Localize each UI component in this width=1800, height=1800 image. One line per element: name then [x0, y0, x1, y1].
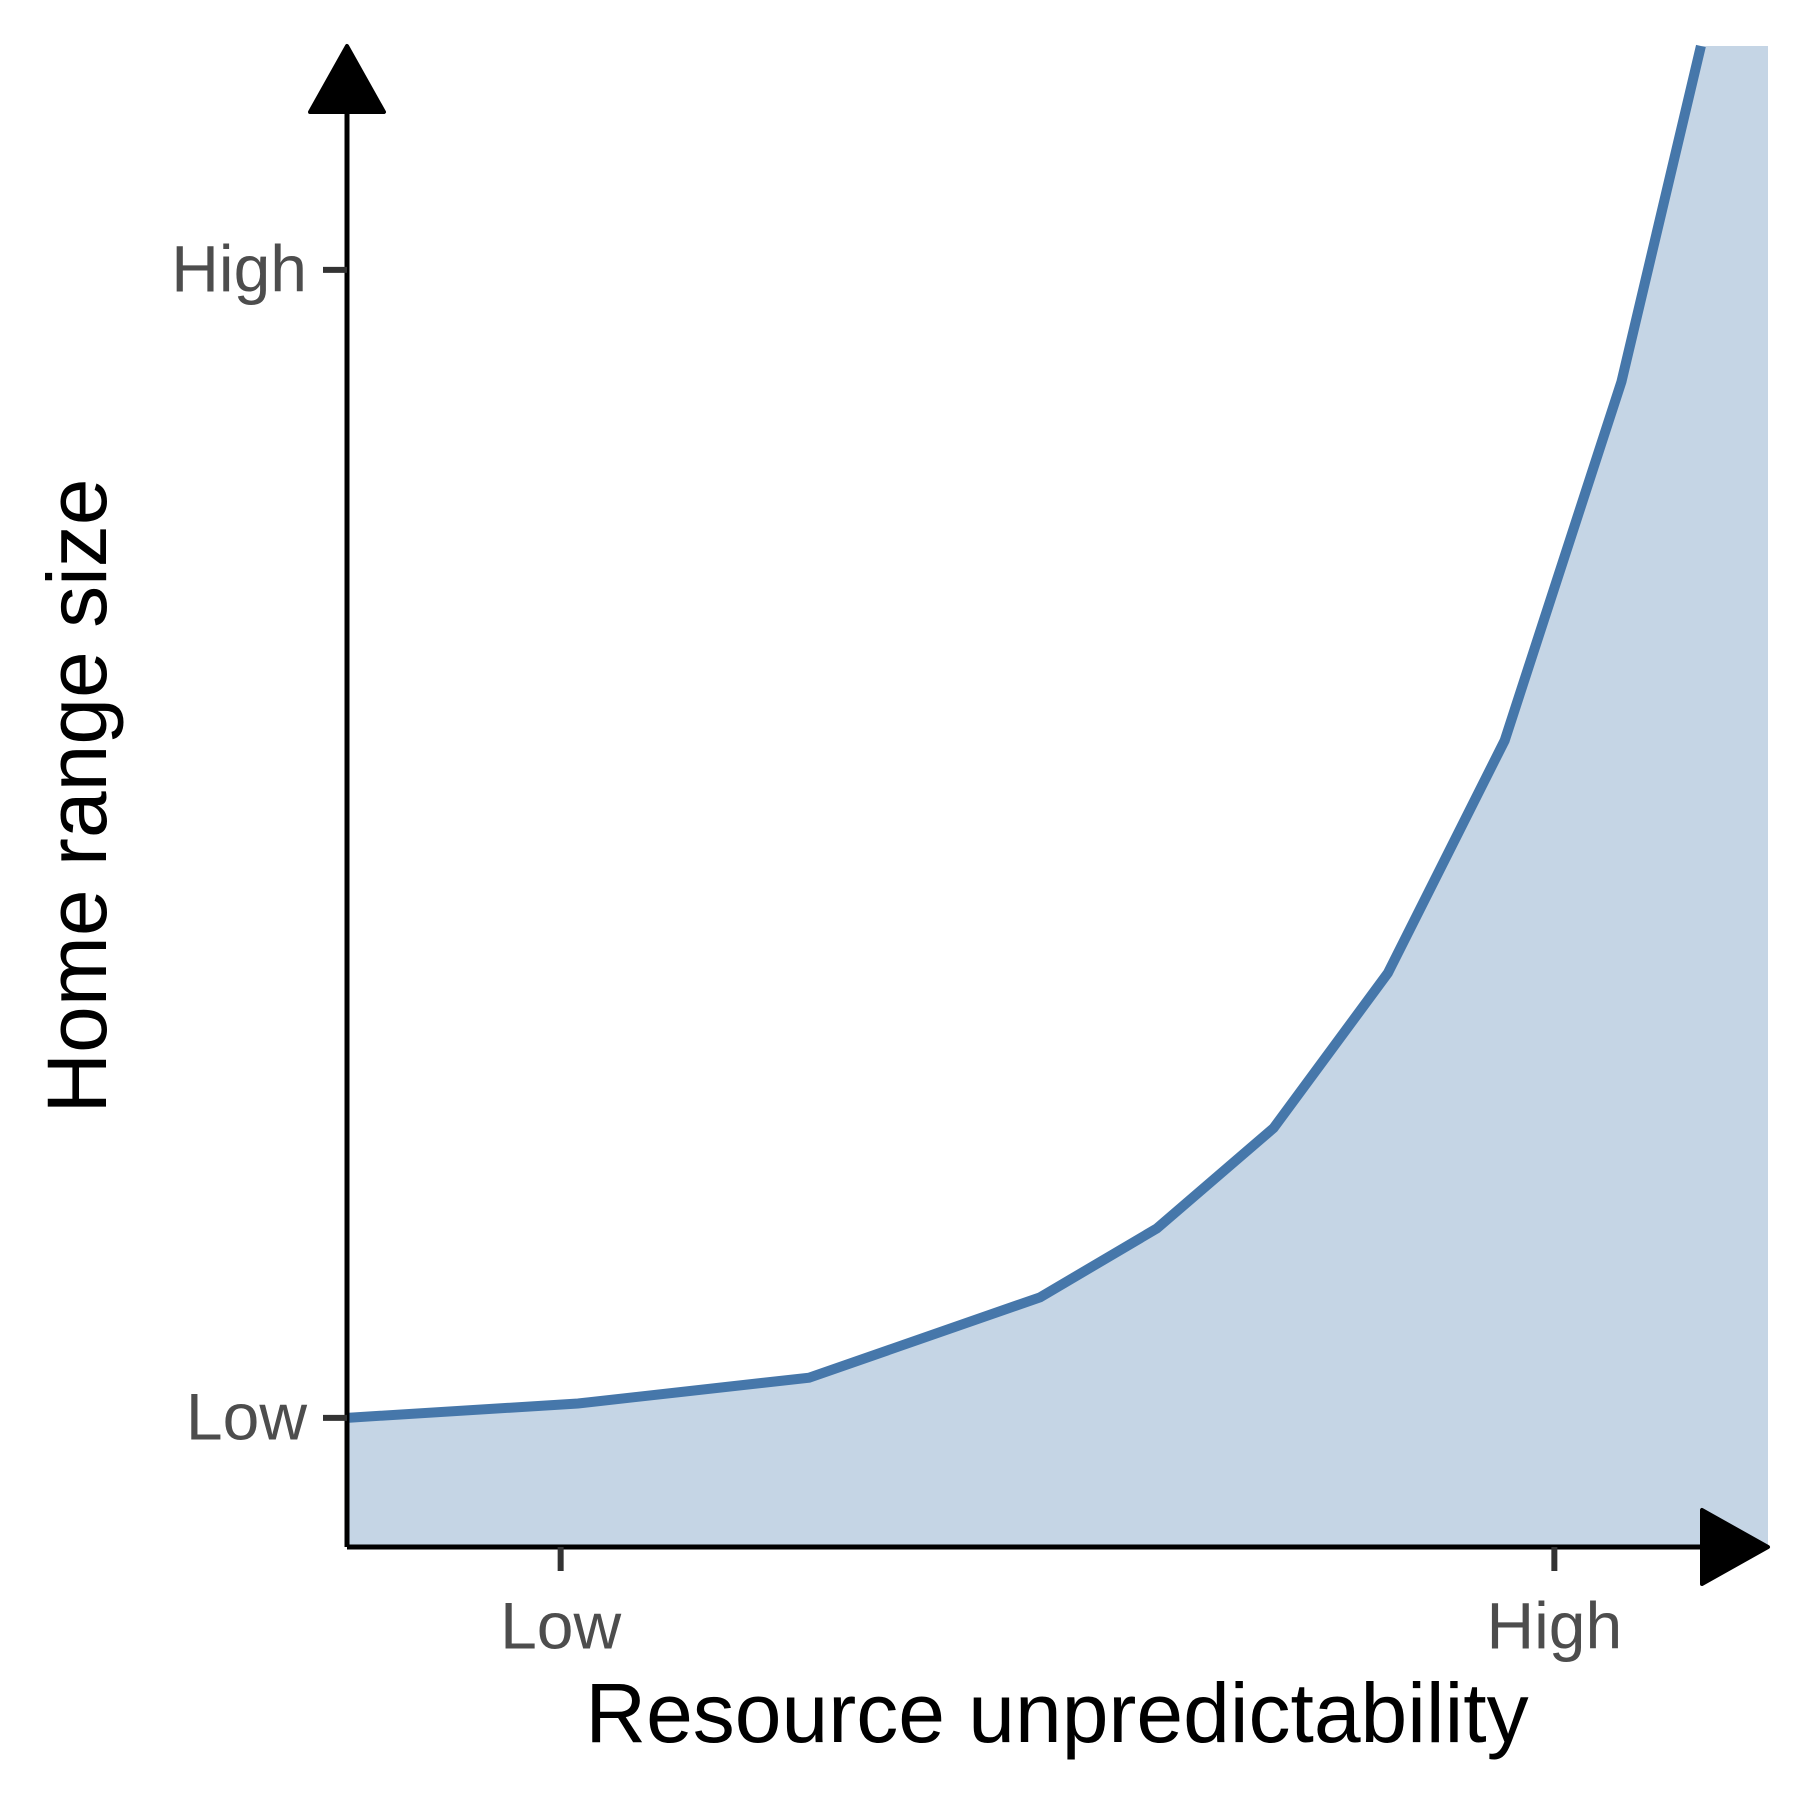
x-axis-arrow: [1700, 1508, 1770, 1586]
area: [347, 46, 1768, 1547]
y-tick-label: High: [171, 231, 307, 305]
y-tick-label: Low: [186, 1379, 307, 1453]
y-axis-title: Home range size: [30, 479, 124, 1114]
line: [346, 44, 1706, 1423]
y-axis-arrow: [308, 44, 386, 114]
x-tick-label: High: [1486, 1588, 1622, 1662]
x-tick-label: Low: [500, 1588, 621, 1662]
x-axis-title: Resource unpredictability: [585, 1666, 1528, 1760]
